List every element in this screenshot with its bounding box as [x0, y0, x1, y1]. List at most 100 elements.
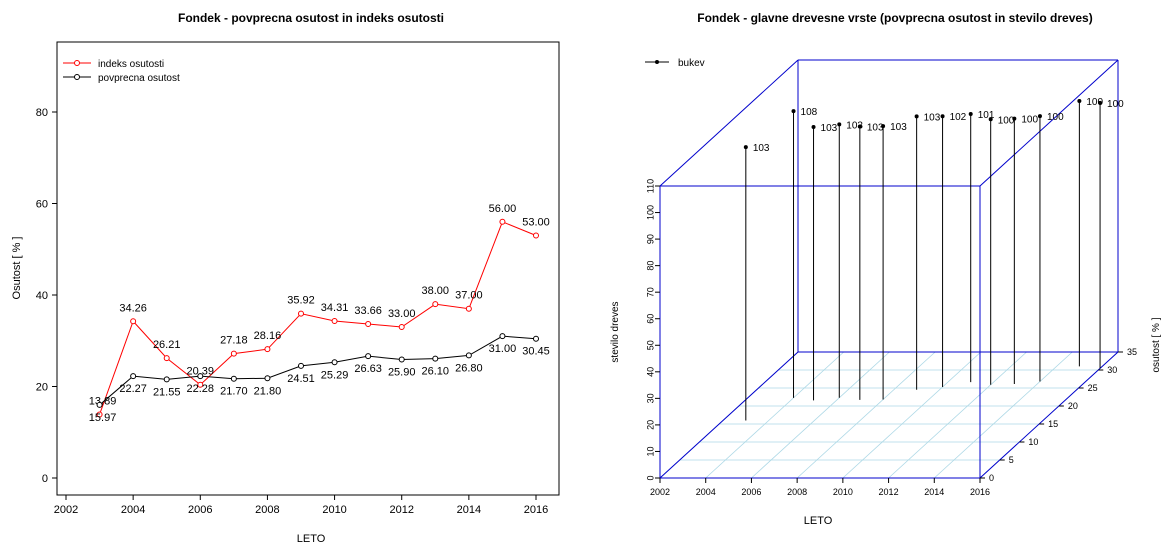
x3d-tick-label: 2012 [879, 487, 899, 497]
x3d-tick-label: 2002 [650, 487, 670, 497]
series-point-1 [197, 373, 204, 380]
data-label-0: 33.66 [354, 305, 382, 317]
data-point [1012, 116, 1017, 121]
series-point-0 [398, 324, 405, 331]
floor-grid-line-x [705, 351, 844, 479]
z3d-tick-label: 100 [645, 205, 655, 220]
point-label: 103 [753, 143, 770, 154]
series-point-0 [96, 411, 103, 418]
y3d-tick-label: 35 [1127, 347, 1137, 357]
box-edge [659, 59, 799, 187]
series-point-0 [264, 346, 271, 353]
series-point-0 [230, 350, 237, 357]
chart-title: Fondek - povprecna osutost in indeks osu… [178, 11, 444, 25]
data-label-0: 34.31 [321, 302, 349, 314]
y3d-tick-label: 20 [1068, 401, 1078, 411]
box-edge [659, 351, 799, 479]
series-point-1 [432, 355, 439, 362]
point-label: 103 [821, 123, 838, 134]
x-tick-label: 2006 [188, 504, 212, 516]
data-label-0: 56.00 [489, 203, 517, 215]
chart3d-title: Fondek - glavne drevesne vrste (povprecn… [697, 11, 1092, 25]
y-axis-label: Osutost [ % ] [11, 237, 23, 300]
data-point [1077, 98, 1082, 103]
data-label-1: 26.63 [354, 363, 382, 375]
series-point-1 [230, 375, 237, 382]
z3d-tick-label: 60 [645, 314, 655, 324]
data-point [914, 114, 919, 119]
data-label-1: 15.97 [89, 412, 117, 424]
point-label: 100 [998, 115, 1015, 126]
series-point-0 [331, 318, 338, 325]
y-tick-label: 20 [36, 382, 48, 394]
x3d-tick-label: 2004 [696, 487, 716, 497]
data-point [837, 122, 842, 127]
point-label: 103 [890, 122, 907, 133]
box-edge [979, 59, 1119, 187]
z3d-tick-label: 70 [645, 287, 655, 297]
data-label-0: 28.16 [254, 330, 282, 342]
x-tick-label: 2004 [121, 504, 145, 516]
data-label-0: 34.26 [119, 302, 147, 314]
series-point-1 [96, 401, 103, 408]
y-axis: 0 20 40 60 80 [36, 107, 57, 485]
series-line-1 [99, 335, 537, 406]
series-point-0 [499, 218, 506, 225]
floor-grid-line-x [751, 351, 890, 479]
data-point [811, 125, 816, 130]
data-point [988, 117, 993, 122]
point-label: 101 [978, 110, 995, 121]
series-point-0 [465, 305, 472, 312]
x-axis: 2002 2004 2006 2008 2010 2012 2014 2016 [54, 495, 548, 516]
x-axis-label: LETO [297, 533, 326, 545]
point-label: 102 [950, 112, 967, 123]
data-label-0: 53.00 [522, 217, 550, 229]
series-point-1 [533, 335, 539, 342]
series-point-1 [331, 359, 338, 366]
bounding-box [659, 59, 1119, 479]
data-label-0: 20.39 [187, 366, 215, 378]
y-tick-label: 60 [36, 199, 48, 211]
point-label: 100 [1086, 97, 1103, 108]
z3d-tick-label: 110 [645, 179, 655, 193]
data-label-0: 33.00 [388, 308, 416, 320]
point-label: 100 [1107, 99, 1124, 110]
point-label: 103 [924, 112, 941, 123]
z3d-tick-label: 90 [645, 234, 655, 244]
data-point [791, 109, 796, 114]
x-tick-label: 2016 [524, 504, 548, 516]
data-label-1: 21.55 [153, 386, 181, 398]
box-edge [979, 351, 1119, 479]
series-point-1 [130, 373, 137, 380]
floor-grid-line-x [842, 351, 982, 479]
axis-ticks: 2002 2004 2006 2008 2010 2012 2014 201601020304… [645, 179, 1137, 497]
series-point-0 [533, 232, 539, 239]
plot-frame [56, 41, 560, 496]
y3d-tick-label: 15 [1048, 419, 1058, 429]
data-point [881, 124, 886, 129]
legend-label-bukev: bukev [678, 58, 705, 69]
series-point-0 [130, 318, 137, 325]
data-point [743, 145, 748, 150]
series-point-0 [163, 355, 170, 362]
y-tick-label: 80 [36, 107, 48, 119]
data-point [968, 112, 973, 117]
z3d-tick-label: 50 [645, 340, 655, 350]
x-tick-label: 2008 [255, 504, 279, 516]
data-label-0: 27.18 [220, 335, 248, 347]
y3d-tick-label: 25 [1088, 383, 1098, 393]
series-point-0 [432, 301, 439, 308]
chart3d-y-axis-label: osutost [ % ] [1151, 317, 1162, 372]
data-point [940, 114, 945, 119]
floor-grid-line-x [888, 351, 1027, 479]
data-label-1: 26.80 [455, 362, 483, 374]
data-label-1: 21.80 [254, 385, 282, 397]
y3d-tick-label: 5 [1009, 455, 1014, 465]
legend: indeks osutosti povprecna osutost [63, 59, 180, 84]
data-label-1: 21.70 [220, 386, 248, 398]
y3d-tick-label: 10 [1028, 437, 1038, 447]
series-point-1 [365, 353, 372, 360]
legend-marker-povprecna [74, 74, 80, 80]
data-label-1: 24.51 [287, 373, 315, 385]
